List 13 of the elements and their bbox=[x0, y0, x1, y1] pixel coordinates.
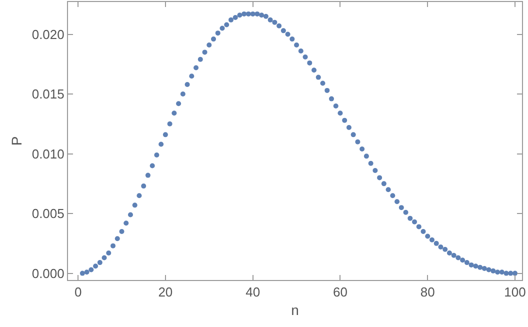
x-tick-label: 0 bbox=[74, 284, 82, 300]
x-axis-title: n bbox=[291, 302, 299, 318]
y-tick-label: 0.000 bbox=[32, 266, 64, 281]
x-tick-label: 60 bbox=[332, 284, 348, 300]
x-tick-label: 40 bbox=[246, 284, 260, 300]
x-tick-label: 80 bbox=[420, 284, 435, 300]
y-tick-label: 0.020 bbox=[32, 26, 64, 42]
y-tick-label: 0.005 bbox=[32, 206, 64, 222]
x-tick-label: 100 bbox=[504, 284, 526, 300]
y-tick-label: 0.010 bbox=[32, 146, 64, 162]
y-axis-title: P bbox=[8, 136, 24, 146]
y-tick-label: 0.015 bbox=[32, 86, 64, 102]
x-tick-label: 20 bbox=[158, 284, 173, 300]
